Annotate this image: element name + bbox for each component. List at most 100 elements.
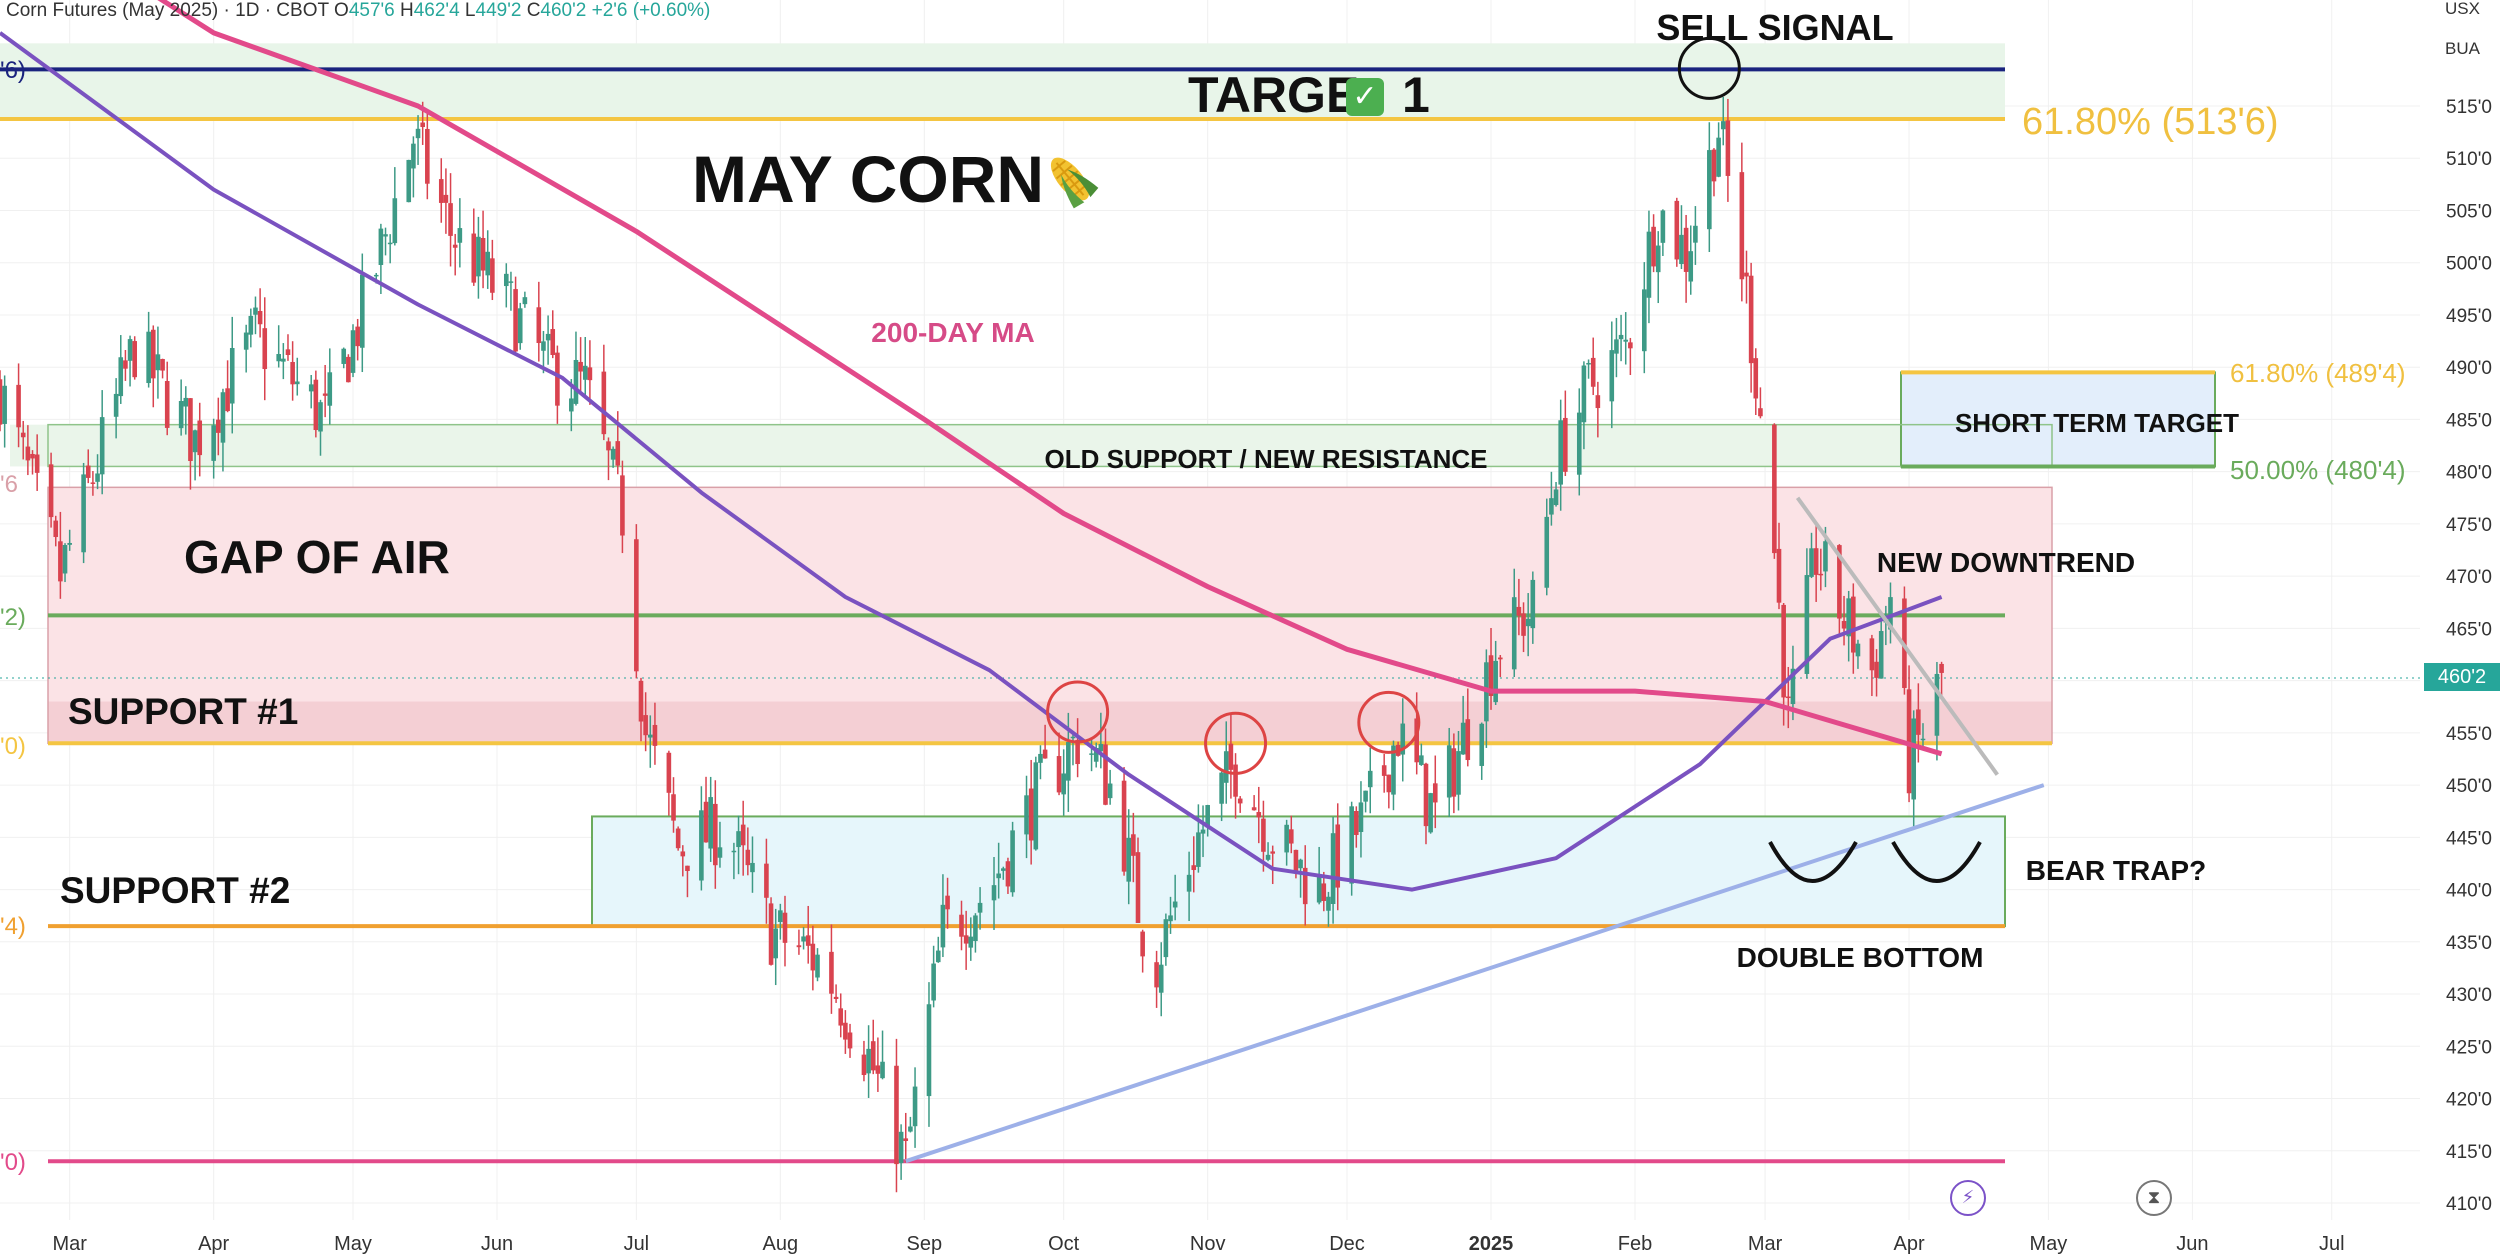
- y-tick-label: 470'0: [2446, 567, 2492, 588]
- candle: [1205, 804, 1210, 837]
- candle: [438, 158, 444, 223]
- candle-body: [1758, 408, 1763, 417]
- left-edge-label: '6: [0, 471, 18, 498]
- candle: [1233, 753, 1238, 819]
- low-label: L: [464, 0, 476, 21]
- candle: [118, 335, 124, 404]
- candle-body: [1028, 788, 1034, 841]
- candle: [1033, 756, 1039, 851]
- high-value: 462'4: [413, 0, 460, 21]
- candle-body: [1423, 763, 1429, 827]
- candle-body: [1038, 753, 1043, 763]
- candle-body: [1818, 573, 1824, 576]
- candle: [1335, 803, 1341, 911]
- candle: [1841, 595, 1847, 646]
- candle: [485, 230, 491, 289]
- candle-body: [810, 943, 816, 971]
- hourglass-icon[interactable]: ⧗: [2136, 1180, 2172, 1216]
- candle: [1544, 498, 1550, 596]
- candle-body: [541, 341, 546, 351]
- candle-body: [1837, 545, 1842, 619]
- candle-body: [926, 1004, 932, 1097]
- candle: [1330, 817, 1336, 924]
- candle: [1186, 851, 1192, 921]
- candle-body: [991, 885, 997, 901]
- left-edge-label: '0): [0, 733, 26, 760]
- x-tick-label: Dec: [1329, 1233, 1365, 1255]
- candle: [1595, 381, 1601, 438]
- candle-body: [513, 289, 518, 352]
- candle-body: [1121, 780, 1127, 872]
- candle-body: [935, 950, 941, 963]
- high-label: H: [400, 0, 414, 21]
- candle-body: [1465, 719, 1471, 761]
- candle: [1911, 710, 1917, 828]
- candle-body: [745, 849, 751, 866]
- candle: [1813, 524, 1819, 602]
- candle: [1131, 812, 1136, 883]
- candle: [313, 370, 319, 438]
- candle-body: [1066, 742, 1071, 781]
- candle-body: [490, 258, 495, 293]
- candle: [996, 842, 1001, 899]
- candle-body: [805, 935, 811, 946]
- candle: [1498, 655, 1503, 678]
- candle-body: [1154, 962, 1159, 988]
- y-tick-label: 510'0: [2446, 149, 2492, 170]
- candle: [1098, 712, 1104, 769]
- candle: [99, 390, 105, 495]
- new-downtrend-label: NEW DOWNTREND: [1877, 547, 2135, 578]
- candle: [123, 350, 128, 381]
- candle-body: [290, 361, 295, 385]
- candle-body: [471, 233, 477, 283]
- candle: [425, 113, 430, 200]
- candle-body: [977, 902, 983, 913]
- candle-body: [1772, 424, 1777, 554]
- candle-body: [601, 371, 607, 435]
- candle: [1614, 317, 1619, 378]
- candle: [945, 877, 950, 929]
- candle-body: [1358, 802, 1364, 833]
- candle-body: [1237, 798, 1243, 804]
- candle-body: [127, 339, 133, 361]
- candle-body: [1168, 915, 1173, 922]
- candle: [1855, 639, 1861, 669]
- candle: [768, 897, 774, 966]
- candle: [1878, 613, 1884, 679]
- candle: [1753, 348, 1759, 415]
- candle-body: [908, 1126, 913, 1132]
- candle: [536, 281, 542, 362]
- candle: [1465, 688, 1471, 767]
- candle: [1511, 568, 1517, 678]
- candle-body: [1646, 231, 1652, 298]
- x-tick-label: Oct: [1048, 1233, 1080, 1255]
- candle-body: [1367, 770, 1373, 788]
- close-value: 460'2: [540, 0, 587, 21]
- candle-body: [833, 996, 839, 1000]
- candle: [805, 905, 811, 964]
- lightning-icon[interactable]: ⚡: [1950, 1180, 1986, 1216]
- candle: [53, 515, 59, 547]
- candle: [1758, 387, 1763, 419]
- candle-body: [1321, 883, 1327, 901]
- candle-body: [322, 393, 328, 396]
- candle-body: [1776, 548, 1782, 603]
- candle: [861, 1040, 867, 1082]
- candle: [1446, 727, 1452, 817]
- candle: [95, 454, 100, 490]
- candle: [1135, 837, 1141, 924]
- candle-body: [996, 873, 1001, 879]
- candle: [778, 903, 783, 940]
- support-2-label: SUPPORT #2: [60, 870, 290, 911]
- candle-body: [638, 680, 644, 722]
- candle: [415, 115, 421, 165]
- candle-body: [1196, 832, 1201, 867]
- candle: [782, 895, 788, 967]
- candle: [675, 826, 681, 851]
- candle: [671, 777, 676, 833]
- candle: [308, 374, 314, 409]
- candle-body: [815, 954, 820, 978]
- candle-body: [940, 904, 946, 948]
- candle: [1818, 548, 1824, 591]
